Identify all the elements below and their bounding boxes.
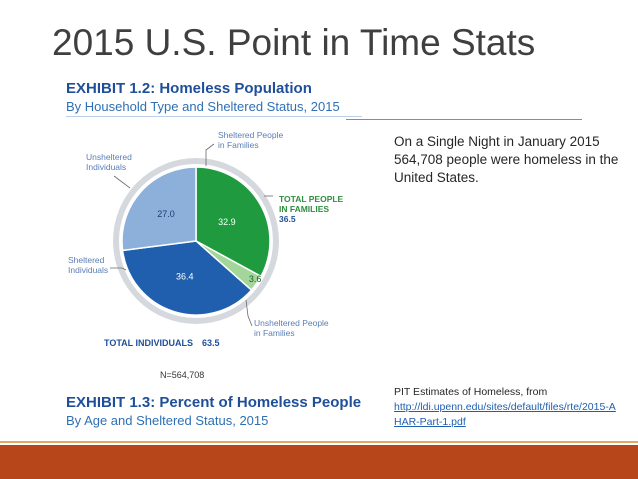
pie-slice-sheltered-individuals <box>121 240 253 316</box>
pie-slice-label: Unsheltered People <box>254 318 329 328</box>
total-families-value: 36.5 <box>279 214 296 224</box>
leader-line <box>205 143 215 166</box>
pie-slice-sheltered-families <box>195 166 271 278</box>
exhibit2-subtitle: By Age and Sheltered Status, 2015 <box>66 413 269 428</box>
text-divider <box>346 119 582 120</box>
leader-line <box>110 267 127 271</box>
pie-value-label: 36.4 <box>176 272 194 282</box>
pie-slice-label: in Families <box>254 328 295 338</box>
pie-slice-unsheltered-individuals <box>121 166 197 252</box>
sample-size-label: N=564,708 <box>160 370 204 380</box>
total-families-label: IN FAMILIES <box>279 204 329 214</box>
pie-slice-label: Individuals <box>68 265 108 275</box>
total-families-label: TOTAL PEOPLE <box>279 194 344 204</box>
leader-line <box>245 299 253 327</box>
exhibit1-rule <box>66 116 362 117</box>
exhibit1-subtitle: By Household Type and Sheltered Status, … <box>66 99 340 114</box>
slide-title: 2015 U.S. Point in Time Stats <box>52 22 536 63</box>
total-individuals-label: TOTAL INDIVIDUALS <box>104 338 193 348</box>
pie-slice-label: in Families <box>218 140 259 150</box>
exhibit1-title: EXHIBIT 1.2: Homeless Population <box>66 80 312 97</box>
pie-slice-label: Sheltered People <box>218 130 283 140</box>
footer-accent-line <box>0 441 638 443</box>
pie-slice-label: Sheltered <box>68 255 105 265</box>
pie-value-label: 3.6 <box>249 274 262 284</box>
exhibit-chart-image: EXHIBIT 1.2: Homeless Population By Hous… <box>66 80 366 428</box>
footer-bar <box>0 445 638 479</box>
source-label: PIT Estimates of Homeless, from <box>394 386 548 398</box>
pie-value-label: 32.9 <box>218 217 236 227</box>
leader-line <box>113 175 131 189</box>
source-citation: PIT Estimates of Homeless, from http://l… <box>394 385 619 430</box>
pie-slices <box>121 166 271 316</box>
pie-value-label: 27.0 <box>157 209 175 219</box>
pie-outer-ring <box>113 158 279 324</box>
exhibit2-title: EXHIBIT 1.3: Percent of Homeless People <box>66 394 362 411</box>
pie-slice-label: Individuals <box>86 162 126 172</box>
pie-leader-lines <box>110 143 273 327</box>
source-link[interactable]: http://ldi.upenn.edu/sites/default/files… <box>394 401 616 428</box>
total-individuals-value: 63.5 <box>202 338 220 348</box>
pie-slice-label: Unsheltered <box>86 152 132 162</box>
stat-text: On a Single Night in January 2015 564,70… <box>394 134 619 185</box>
